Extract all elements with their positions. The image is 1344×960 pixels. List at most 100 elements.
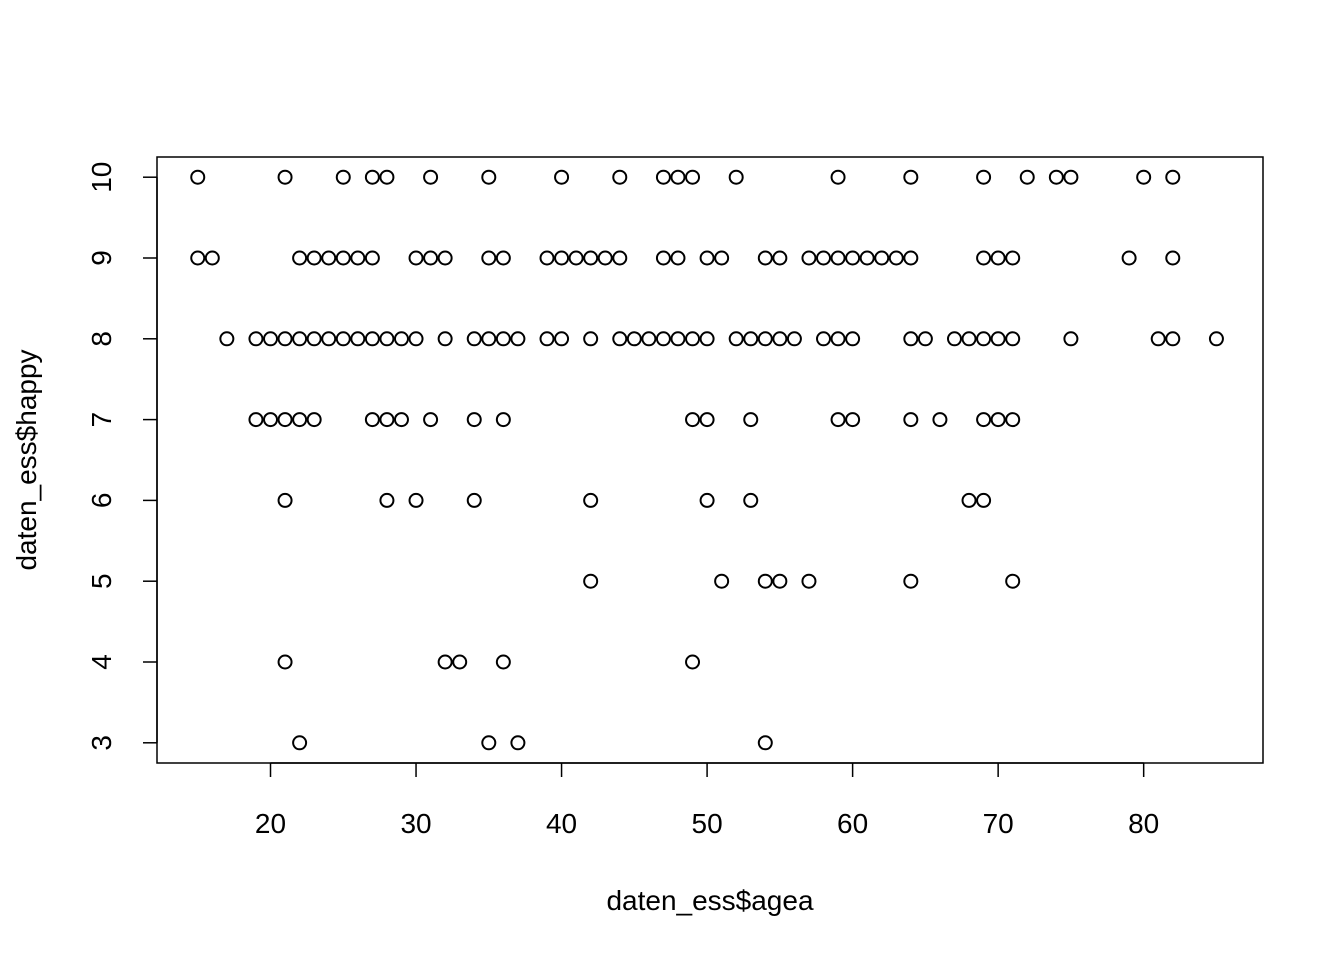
data-point bbox=[204, 250, 220, 266]
data-point bbox=[510, 331, 526, 347]
data-point bbox=[990, 412, 1006, 428]
data-point bbox=[379, 412, 395, 428]
data-point bbox=[190, 169, 206, 185]
data-points bbox=[190, 169, 1224, 751]
data-point bbox=[772, 331, 788, 347]
data-point bbox=[612, 169, 628, 185]
data-point bbox=[248, 412, 264, 428]
data-point bbox=[976, 492, 992, 508]
data-point bbox=[495, 331, 511, 347]
data-point bbox=[1208, 331, 1224, 347]
data-point bbox=[1005, 250, 1021, 266]
data-point bbox=[393, 412, 409, 428]
data-point bbox=[961, 331, 977, 347]
data-point bbox=[1150, 331, 1166, 347]
data-point bbox=[612, 250, 628, 266]
x-tick-label: 80 bbox=[1128, 808, 1159, 839]
data-point bbox=[903, 412, 919, 428]
data-point bbox=[263, 412, 279, 428]
data-point bbox=[408, 492, 424, 508]
data-point bbox=[845, 412, 861, 428]
data-point bbox=[495, 250, 511, 266]
data-point bbox=[321, 331, 337, 347]
x-tick-label: 40 bbox=[546, 808, 577, 839]
data-point bbox=[859, 250, 875, 266]
x-tick-label: 20 bbox=[255, 808, 286, 839]
data-point bbox=[481, 331, 497, 347]
y-tick-label: 10 bbox=[86, 162, 117, 193]
data-point bbox=[321, 250, 337, 266]
data-point bbox=[277, 412, 293, 428]
data-point bbox=[699, 250, 715, 266]
data-point bbox=[801, 250, 817, 266]
data-point bbox=[845, 250, 861, 266]
data-point bbox=[481, 169, 497, 185]
data-point bbox=[685, 654, 701, 670]
data-point bbox=[292, 250, 308, 266]
data-point bbox=[626, 331, 642, 347]
data-point bbox=[466, 492, 482, 508]
data-point bbox=[743, 412, 759, 428]
data-point bbox=[976, 250, 992, 266]
data-point bbox=[554, 169, 570, 185]
data-point bbox=[816, 250, 832, 266]
data-point bbox=[437, 331, 453, 347]
data-point bbox=[641, 331, 657, 347]
data-point bbox=[350, 331, 366, 347]
data-point bbox=[830, 169, 846, 185]
data-point bbox=[757, 250, 773, 266]
data-point bbox=[961, 492, 977, 508]
data-point bbox=[423, 169, 439, 185]
data-point bbox=[728, 331, 744, 347]
data-point bbox=[393, 331, 409, 347]
data-point bbox=[714, 250, 730, 266]
y-tick-label: 3 bbox=[86, 735, 117, 751]
data-point bbox=[1005, 331, 1021, 347]
data-point bbox=[379, 169, 395, 185]
data-point bbox=[699, 492, 715, 508]
y-tick-label: 5 bbox=[86, 573, 117, 589]
data-point bbox=[364, 412, 380, 428]
data-point bbox=[277, 492, 293, 508]
data-point bbox=[1165, 331, 1181, 347]
y-tick-label: 8 bbox=[86, 331, 117, 347]
data-point bbox=[335, 331, 351, 347]
data-point bbox=[786, 331, 802, 347]
data-point bbox=[757, 573, 773, 589]
data-point bbox=[379, 331, 395, 347]
data-point bbox=[772, 573, 788, 589]
data-point bbox=[1019, 169, 1035, 185]
data-point bbox=[466, 412, 482, 428]
data-point bbox=[976, 412, 992, 428]
data-point bbox=[306, 331, 322, 347]
data-point bbox=[1048, 169, 1064, 185]
data-point bbox=[364, 331, 380, 347]
data-point bbox=[408, 331, 424, 347]
data-point bbox=[830, 412, 846, 428]
x-axis-label: daten_ess$agea bbox=[606, 885, 814, 916]
data-point bbox=[364, 250, 380, 266]
data-point bbox=[976, 331, 992, 347]
data-point bbox=[554, 250, 570, 266]
data-point bbox=[728, 169, 744, 185]
y-tick-label: 7 bbox=[86, 412, 117, 428]
data-point bbox=[277, 654, 293, 670]
data-point bbox=[990, 331, 1006, 347]
data-point bbox=[685, 412, 701, 428]
data-point bbox=[976, 169, 992, 185]
data-point bbox=[1136, 169, 1152, 185]
data-point bbox=[845, 331, 861, 347]
x-tick-label: 60 bbox=[837, 808, 868, 839]
x-axis: 20 30 40 50 60 70 80 bbox=[255, 762, 1159, 839]
data-point bbox=[714, 573, 730, 589]
y-axis-label: daten_ess$happy bbox=[11, 349, 42, 570]
data-point bbox=[1063, 331, 1079, 347]
data-point bbox=[277, 331, 293, 347]
data-point bbox=[1165, 169, 1181, 185]
data-point bbox=[583, 250, 599, 266]
data-point bbox=[568, 250, 584, 266]
data-point bbox=[306, 250, 322, 266]
data-point bbox=[699, 412, 715, 428]
data-point bbox=[437, 654, 453, 670]
